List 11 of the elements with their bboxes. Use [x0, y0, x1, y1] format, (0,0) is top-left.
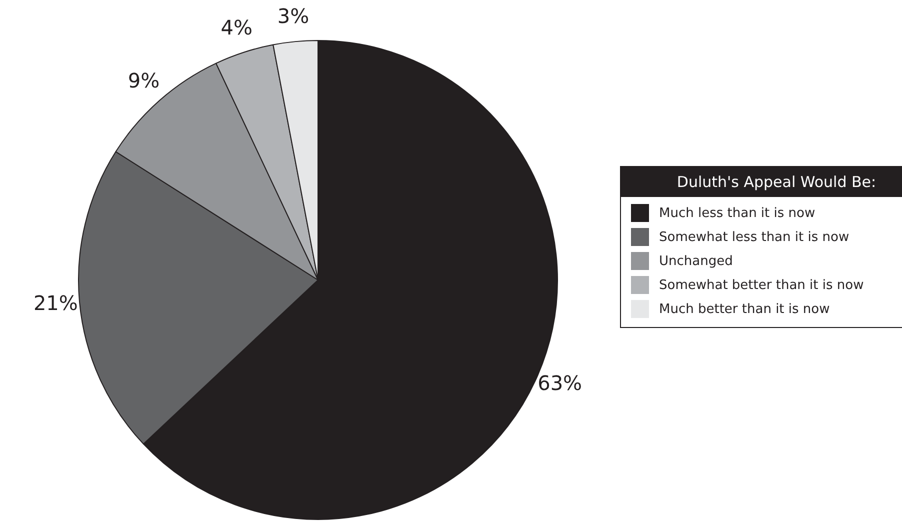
data-label: 3% — [277, 4, 310, 28]
data-label: 9% — [128, 68, 160, 93]
legend-label: Much less than it is now — [659, 206, 816, 220]
legend-title: Duluth's Appeal Would Be: — [621, 167, 902, 197]
legend-label: Somewhat less than it is now — [659, 230, 850, 244]
legend-label: Much better than it is now — [659, 302, 830, 316]
legend-label: Somewhat better than it is now — [659, 278, 864, 292]
legend-label: Unchanged — [659, 254, 733, 268]
data-label: 63% — [538, 370, 582, 395]
data-label: 21% — [33, 291, 78, 315]
data-label: 4% — [220, 16, 252, 40]
